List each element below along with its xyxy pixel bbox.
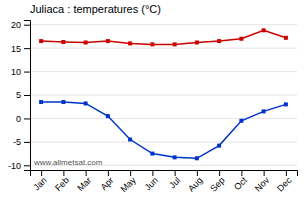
y-tick-label: 0: [16, 114, 21, 124]
x-tick-label: Apr: [99, 175, 116, 192]
grid-line: [30, 48, 297, 49]
x-tick-label: Mar: [75, 175, 93, 193]
point: [61, 40, 65, 44]
y-tick-label: 5: [16, 90, 21, 100]
y-tick-mark: [24, 165, 30, 166]
grid-line: [30, 71, 297, 72]
point: [150, 152, 154, 156]
point: [39, 100, 43, 104]
point: [84, 41, 88, 45]
point: [173, 155, 177, 159]
point: [128, 41, 132, 45]
x-tick: Feb: [53, 170, 71, 193]
point: [262, 109, 266, 113]
grid-line: [30, 24, 297, 25]
series-line: [41, 102, 286, 158]
y-tick-mark: [24, 48, 30, 49]
x-tick-label: Nov: [253, 175, 272, 194]
x-tick: Mar: [75, 170, 93, 193]
y-tick: -5: [13, 137, 30, 147]
chart: -10 -5 0 5 10 15 20 Jan FebMar AprMay Jun Jul AugSep…: [0, 0, 305, 200]
y-tick-label: -10: [8, 161, 21, 171]
point: [284, 36, 288, 40]
point: [84, 101, 88, 105]
grid-line: [30, 141, 297, 142]
x-tick: Aug: [186, 170, 204, 194]
grid: [30, 25, 297, 166]
y-tick-label: 15: [11, 44, 21, 54]
y-axis-line: [24, 21, 31, 171]
y-tick: 20: [11, 20, 30, 30]
x-tick-label: Aug: [186, 175, 204, 193]
grid-line: [30, 118, 297, 119]
point: [239, 119, 243, 123]
x-tick: Dec: [275, 170, 294, 194]
point: [217, 39, 221, 43]
point: [128, 138, 132, 142]
y-tick-mark: [24, 25, 30, 26]
point: [150, 42, 154, 46]
point: [106, 39, 110, 43]
x-tick: Oct: [232, 170, 249, 192]
x-tick-label: May: [119, 175, 138, 194]
x-axis: Jan FebMar AprMay Jun Jul AugSep OctNovDec: [31, 170, 298, 194]
y-tick-mark: [24, 95, 30, 96]
x-tick: Nov: [253, 170, 272, 194]
x-tick: Jan: [31, 170, 48, 192]
x-tick: Jun: [143, 170, 160, 192]
plot: -10 -5 0 5 10 15 20 Jan FebMar AprMay Jun Jul AugSep…: [8, 20, 298, 194]
point: [61, 100, 65, 104]
y-axis: -10 -5 0 5 10 15 20: [8, 20, 31, 171]
y-tick: 10: [11, 67, 30, 77]
y-tick: 0: [16, 114, 30, 124]
x-tick-label: Dec: [275, 175, 294, 194]
point: [195, 41, 199, 45]
y-tick-label: 20: [11, 20, 21, 30]
point: [239, 37, 243, 41]
y-tick-label: 10: [11, 67, 21, 77]
point: [39, 39, 43, 43]
grid-line: [30, 95, 297, 96]
point: [106, 114, 110, 118]
series-line: [41, 30, 286, 44]
y-tick-mark: [24, 118, 30, 119]
point: [173, 42, 177, 46]
y-tick: 15: [11, 44, 30, 54]
x-tick-label: Feb: [53, 175, 71, 193]
title: Juliaca : temperatures (°C): [30, 3, 161, 15]
x-tick: Sep: [208, 170, 226, 194]
x-tick-label: Oct: [232, 175, 249, 192]
y-tick-mark: [24, 72, 30, 73]
x-tick-label: Jan: [31, 175, 48, 192]
y-tick: 5: [16, 90, 30, 100]
x-tick-label: Sep: [208, 175, 226, 193]
point: [217, 144, 221, 148]
x-tick-label: Jun: [143, 175, 160, 192]
series-group: [39, 28, 288, 160]
x-tick-label: Jul: [167, 175, 182, 190]
annotation: www.allmetsat.com: [33, 158, 103, 167]
x-axis-line: [31, 171, 298, 177]
y-tick: -10: [8, 161, 30, 171]
y-tick-mark: [24, 142, 30, 143]
x-tick: May: [119, 170, 138, 194]
point: [195, 156, 199, 160]
x-tick: Jul: [167, 170, 182, 190]
y-tick-label: -5: [13, 137, 21, 147]
point: [284, 102, 288, 106]
x-tick: Apr: [99, 170, 116, 192]
point: [262, 28, 266, 32]
